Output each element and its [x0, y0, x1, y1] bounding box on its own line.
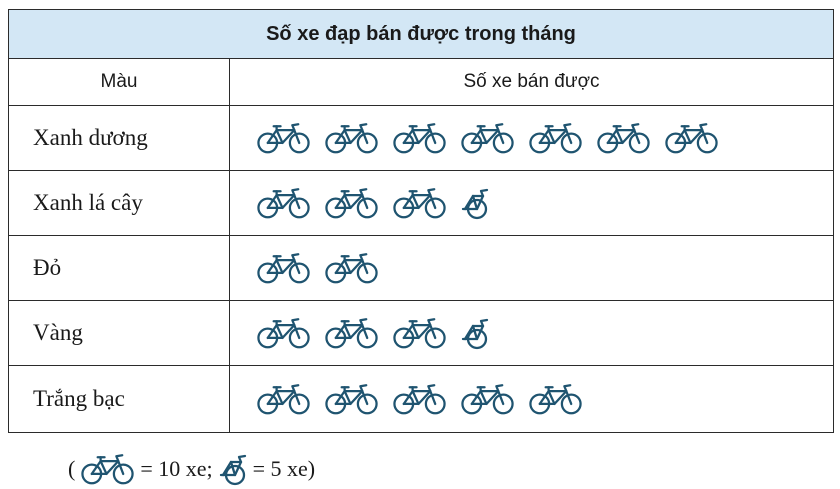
bicycle-icon [323, 382, 380, 416]
bicycle-icon [323, 251, 380, 285]
bicycle-icon [663, 121, 720, 155]
bicycle-icon [255, 251, 312, 285]
legend-full-value: = 10 xe; [140, 456, 213, 481]
half-bicycle-icon [459, 316, 491, 350]
header-row: Màu Số xe bán được [9, 59, 833, 106]
bicycle-icon [323, 186, 380, 220]
bicycle-icon [391, 121, 448, 155]
legend: ( = 10 xe; = 5 xe) [68, 452, 315, 486]
row-color-label: Xanh lá cây [9, 171, 230, 235]
row-icons [230, 301, 833, 365]
bicycle-icon [527, 382, 584, 416]
pictograph-table: Số xe đạp bán được trong tháng Màu Số xe… [8, 9, 834, 433]
bicycle-icon [459, 382, 516, 416]
bicycle-icon [391, 316, 448, 350]
table-row: Xanh lá cây [9, 171, 833, 236]
table-title: Số xe đạp bán được trong tháng [9, 10, 833, 59]
legend-half-bicycle-icon [217, 452, 249, 486]
bicycle-icon [255, 316, 312, 350]
legend-half-value: = 5 xe) [252, 456, 316, 481]
bicycle-icon [527, 121, 584, 155]
table-row: Đỏ [9, 236, 833, 301]
row-color-label: Đỏ [9, 236, 230, 300]
table-row: Trắng bạc [9, 366, 833, 432]
row-color-label: Vàng [9, 301, 230, 365]
bicycle-icon [391, 382, 448, 416]
bicycle-icon [323, 316, 380, 350]
bicycle-icon [255, 382, 312, 416]
bicycle-icon [255, 186, 312, 220]
legend-open-paren: ( [68, 456, 76, 481]
half-bicycle-icon [459, 186, 491, 220]
bicycle-icon [391, 186, 448, 220]
row-icons [230, 106, 833, 170]
bicycle-icon [595, 121, 652, 155]
bicycle-icon [459, 121, 516, 155]
row-icons [230, 236, 833, 300]
header-count: Số xe bán được [463, 71, 600, 92]
row-icons [230, 171, 833, 235]
row-color-label: Xanh dương [9, 106, 230, 170]
bicycle-icon [255, 121, 312, 155]
header-color: Màu [9, 59, 230, 105]
table-body: Xanh dương Xanh lá cây Đỏ Vàng Trắng bạc [9, 106, 833, 432]
row-icons [230, 366, 833, 432]
row-color-label: Trắng bạc [9, 366, 230, 432]
table-row: Vàng [9, 301, 833, 366]
bicycle-icon [323, 121, 380, 155]
legend-bicycle-icon [79, 452, 136, 486]
table-row: Xanh dương [9, 106, 833, 171]
